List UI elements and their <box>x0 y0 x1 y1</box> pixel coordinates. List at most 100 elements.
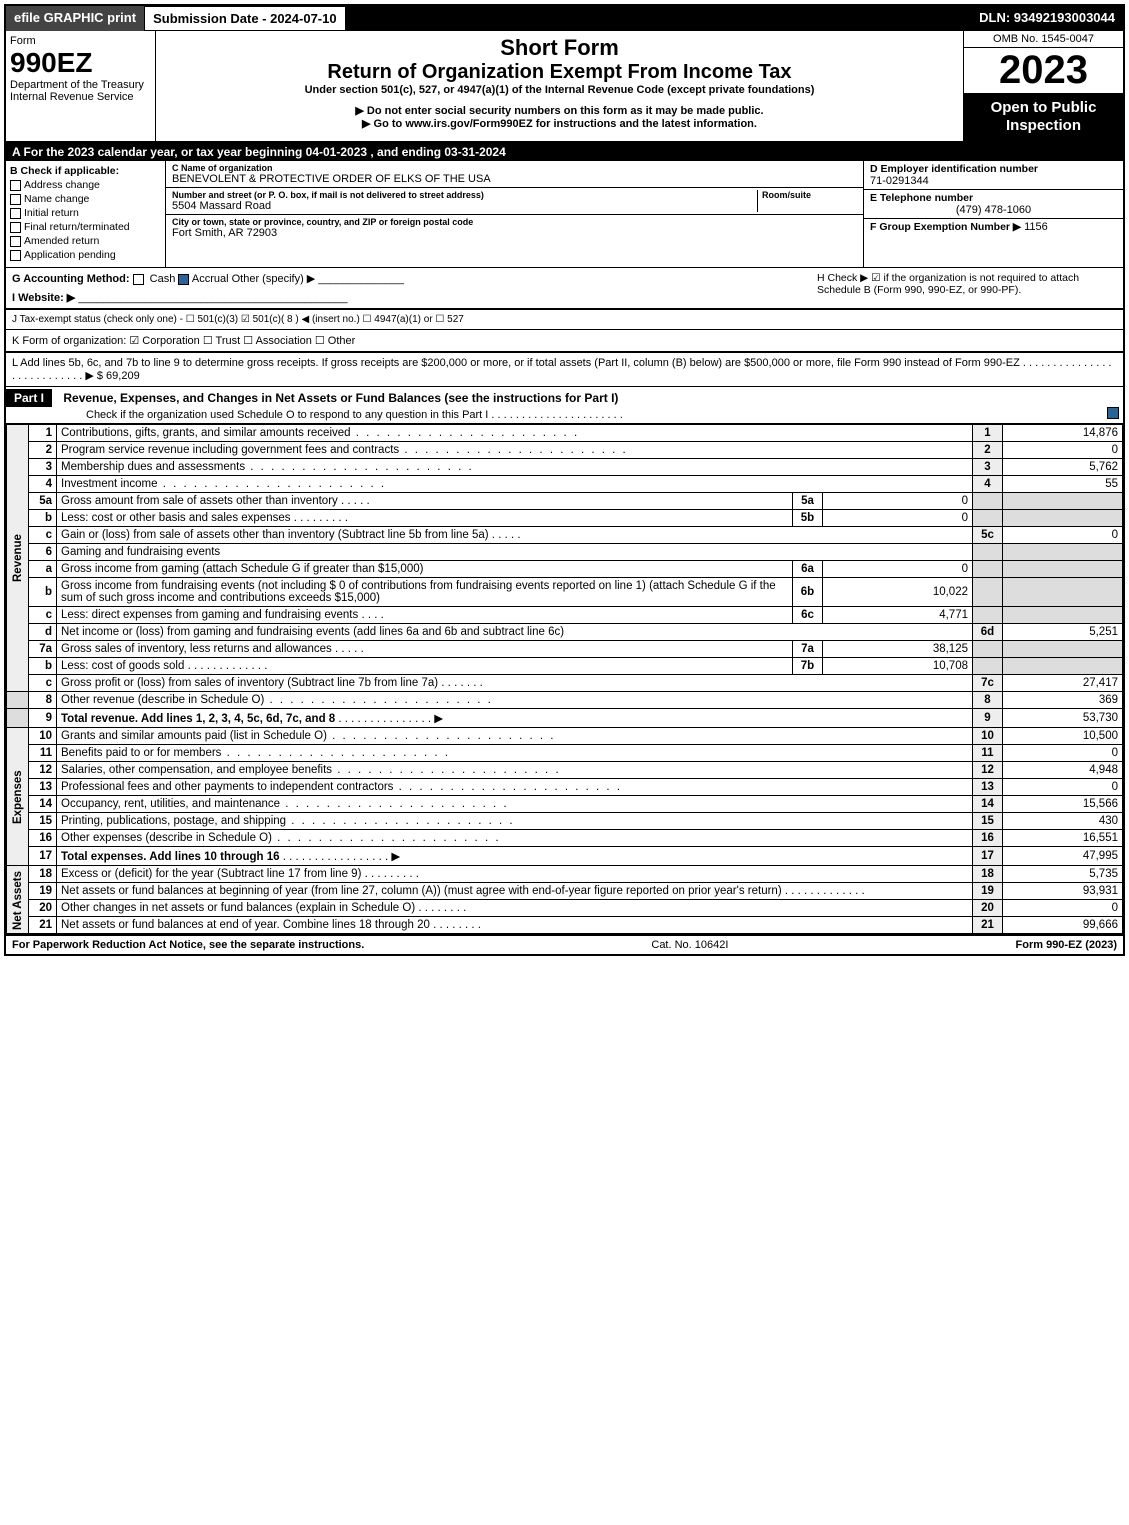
box-2: 2 <box>973 442 1003 459</box>
ein: 71-0291344 <box>870 175 1117 187</box>
row-7b: bLess: cost of goods sold . . . . . . . … <box>7 658 1123 675</box>
org-street: 5504 Massard Road <box>172 200 757 212</box>
dept-line-2: Internal Revenue Service <box>10 91 151 103</box>
val-3: 5,762 <box>1003 459 1123 476</box>
g-other: Other (specify) ▶ <box>232 273 316 285</box>
val-6d: 5,251 <box>1003 624 1123 641</box>
subtitle: Under section 501(c), 527, or 4947(a)(1)… <box>160 84 959 96</box>
greyv-5a <box>1003 493 1123 510</box>
desc-16: Other expenses (describe in Schedule O) <box>61 832 272 844</box>
chk-final[interactable] <box>10 222 21 233</box>
chk-accrual[interactable] <box>178 274 189 285</box>
mid-6c: 6c <box>793 607 823 624</box>
e-label: E Telephone number <box>870 192 1117 204</box>
greyv-6 <box>1003 544 1123 561</box>
greyv-7a <box>1003 641 1123 658</box>
box-11: 11 <box>973 745 1003 762</box>
mval-5a: 0 <box>823 493 973 510</box>
line-a: A For the 2023 calendar year, or tax yea… <box>6 143 1123 161</box>
part1-subtitle: Check if the organization used Schedule … <box>6 409 623 421</box>
desc-15: Printing, publications, postage, and shi… <box>61 815 286 827</box>
box-10: 10 <box>973 728 1003 745</box>
ln-7c: c <box>29 675 57 692</box>
box-21: 21 <box>973 917 1003 934</box>
grey-7b <box>973 658 1003 675</box>
i-label: I Website: ▶ <box>12 292 75 304</box>
ln-9: 9 <box>29 709 57 728</box>
row-11: 11Benefits paid to or for members110 <box>7 745 1123 762</box>
box-7c: 7c <box>973 675 1003 692</box>
b-item-2: Initial return <box>24 207 79 219</box>
part1-label: Part I <box>6 389 52 407</box>
c-room-label: Room/suite <box>762 190 857 200</box>
desc-14: Occupancy, rent, utilities, and maintena… <box>61 798 280 810</box>
val-4: 55 <box>1003 476 1123 493</box>
desc-5b: Less: cost or other basis and sales expe… <box>61 512 291 524</box>
row-4: 4Investment income455 <box>7 476 1123 493</box>
ln-12: 12 <box>29 762 57 779</box>
ln-10: 10 <box>29 728 57 745</box>
val-5c: 0 <box>1003 527 1123 544</box>
desc-5c: Gain or (loss) from sale of assets other… <box>61 529 489 541</box>
mid-5b: 5b <box>793 510 823 527</box>
warning-1: ▶ Do not enter social security numbers o… <box>160 104 959 117</box>
box-18: 18 <box>973 866 1003 883</box>
ln-20: 20 <box>29 900 57 917</box>
l-value: 69,209 <box>106 370 140 382</box>
val-18: 5,735 <box>1003 866 1123 883</box>
val-2: 0 <box>1003 442 1123 459</box>
chk-name[interactable] <box>10 194 21 205</box>
group-exemption: 1156 <box>1024 221 1048 233</box>
box-20: 20 <box>973 900 1003 917</box>
mid-6b: 6b <box>793 578 823 607</box>
g-cash: Cash <box>150 273 176 285</box>
chk-initial[interactable] <box>10 208 21 219</box>
desc-11: Benefits paid to or for members <box>61 747 221 759</box>
b-item-4: Amended return <box>24 235 99 247</box>
ln-3: 3 <box>29 459 57 476</box>
grey-7a <box>973 641 1003 658</box>
efile-print-btn[interactable]: efile GRAPHIC print <box>6 6 144 31</box>
row-17: 17Total expenses. Add lines 10 through 1… <box>7 847 1123 866</box>
row-5b: b Less: cost or other basis and sales exp… <box>7 510 1123 527</box>
val-19: 93,931 <box>1003 883 1123 900</box>
footer-right: Form 990-EZ (2023) <box>1016 939 1117 951</box>
org-name: BENEVOLENT & PROTECTIVE ORDER OF ELKS OF… <box>172 173 857 185</box>
box-13: 13 <box>973 779 1003 796</box>
box-9: 9 <box>973 709 1003 728</box>
section-c: C Name of organization BENEVOLENT & PROT… <box>166 161 863 267</box>
chk-pending[interactable] <box>10 250 21 261</box>
title-return: Return of Organization Exempt From Incom… <box>160 61 959 84</box>
ln-5b: b <box>29 510 57 527</box>
vtab-netassets: Net Assets <box>7 866 29 934</box>
tax-year: 2023 <box>964 48 1123 93</box>
row-6: 6Gaming and fundraising events <box>7 544 1123 561</box>
ln-7b: b <box>29 658 57 675</box>
chk-address[interactable] <box>10 180 21 191</box>
ln-17: 17 <box>29 847 57 866</box>
ln-7a: 7a <box>29 641 57 658</box>
b-item-5: Application pending <box>24 249 116 261</box>
ln-6a: a <box>29 561 57 578</box>
line-j: J Tax-exempt status (check only one) - ☐… <box>6 309 1123 330</box>
row-21: 21 Net assets or fund balances at end of … <box>7 917 1123 934</box>
part1-check[interactable] <box>1107 407 1119 419</box>
row-3: 3Membership dues and assessments35,762 <box>7 459 1123 476</box>
mval-6c: 4,771 <box>823 607 973 624</box>
ln-15: 15 <box>29 813 57 830</box>
box-17: 17 <box>973 847 1003 866</box>
desc-21: Net assets or fund balances at end of ye… <box>61 919 430 931</box>
warning-2: ▶ Go to www.irs.gov/Form990EZ for instru… <box>160 117 959 130</box>
box-5c: 5c <box>973 527 1003 544</box>
desc-13: Professional fees and other payments to … <box>61 781 393 793</box>
d-label: D Employer identification number <box>870 163 1117 175</box>
chk-amended[interactable] <box>10 236 21 247</box>
row-14: 14Occupancy, rent, utilities, and mainte… <box>7 796 1123 813</box>
ln-16: 16 <box>29 830 57 847</box>
chk-cash[interactable] <box>133 274 144 285</box>
ln-5c: c <box>29 527 57 544</box>
part1-title: Revenue, Expenses, and Changes in Net As… <box>63 391 618 405</box>
org-city: Fort Smith, AR 72903 <box>172 227 857 239</box>
section-def: D Employer identification number 71-0291… <box>863 161 1123 267</box>
form-word: Form <box>10 35 151 47</box>
